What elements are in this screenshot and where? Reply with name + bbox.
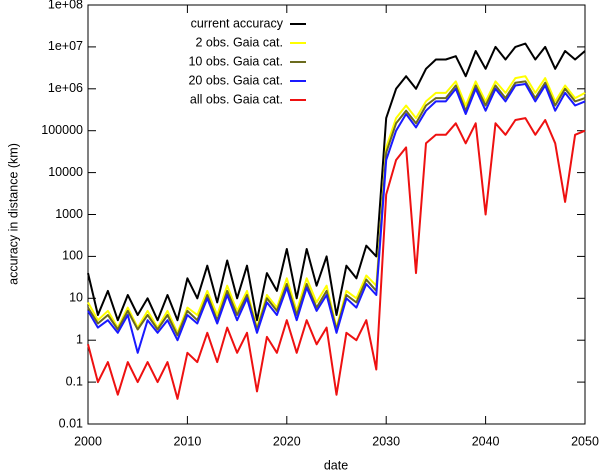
y-axis-label: accuracy in distance (km) bbox=[6, 143, 20, 285]
y-tick-label: 100000 bbox=[41, 123, 83, 137]
y-tick-label: 1000 bbox=[55, 207, 83, 221]
x-tick-label: 2040 bbox=[472, 434, 500, 448]
y-tick-label: 10000 bbox=[48, 165, 83, 179]
x-tick-label: 2050 bbox=[571, 434, 599, 448]
y-tick-label: 0.1 bbox=[66, 374, 83, 388]
series-line bbox=[87, 42, 586, 322]
legend-label: 20 obs. Gaia cat. bbox=[188, 73, 283, 87]
y-tick-label: 0.01 bbox=[59, 416, 83, 430]
legend-label: 10 obs. Gaia cat. bbox=[188, 54, 283, 68]
legend-label: current accuracy bbox=[191, 16, 284, 30]
y-tick-label: 1e+08 bbox=[48, 0, 83, 11]
series-line bbox=[87, 75, 586, 334]
x-tick-label: 2030 bbox=[372, 434, 400, 448]
x-tick-label: 2000 bbox=[74, 434, 102, 448]
series-line bbox=[87, 117, 586, 400]
x-axis-label: date bbox=[324, 458, 348, 472]
series-line bbox=[87, 80, 586, 337]
series-line bbox=[87, 83, 586, 354]
plot-frame bbox=[87, 4, 586, 425]
legend-label: 2 obs. Gaia cat. bbox=[195, 35, 283, 49]
y-tick-label: 10 bbox=[69, 291, 83, 305]
y-tick-label: 1e+07 bbox=[48, 39, 83, 53]
y-tick-label: 1e+06 bbox=[48, 81, 83, 95]
y-tick-label: 1 bbox=[76, 332, 83, 346]
x-tick-label: 2020 bbox=[273, 434, 301, 448]
legend-label: all obs. Gaia cat. bbox=[190, 92, 283, 106]
x-tick-label: 2010 bbox=[173, 434, 201, 448]
y-tick-label: 100 bbox=[62, 249, 83, 263]
